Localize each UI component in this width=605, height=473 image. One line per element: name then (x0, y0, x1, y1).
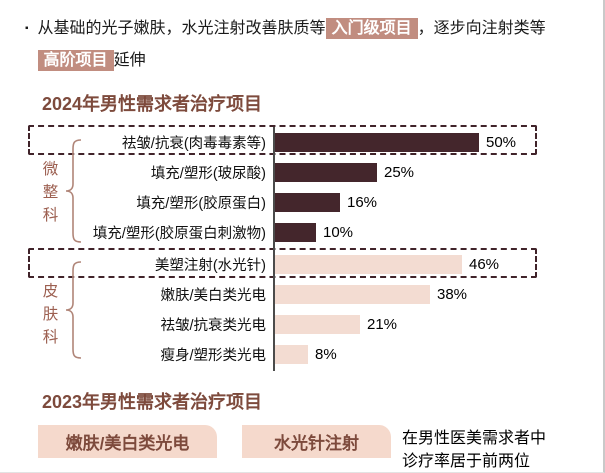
intro-line1-pre: 从基础的光子嫩肤，水光注射改善肤质等 (37, 20, 326, 37)
intro-highlight-advanced: 高阶项目 (37, 50, 114, 71)
group-label-micro-plastic: 微整科 (42, 161, 59, 224)
annotation-line1: 在男性医美需求者中 (402, 430, 547, 447)
chart-2024-title: 2024年男性需求者治疗项目 (42, 94, 263, 114)
intro-highlight-entry-level: 入门级项目 (325, 18, 418, 39)
annotation-line2: 诊疗率居于前两位 (402, 453, 531, 470)
chart-row: 美塑注射(水光针) 46% (25, 249, 575, 279)
group-brace-icon (65, 139, 82, 243)
group-brace-icon (65, 261, 82, 359)
group-label-dermatology: 皮肤科 (42, 283, 59, 346)
category-label: 填充/塑形(胶原蛋白刺激物) (92, 225, 266, 242)
chart-row: 填充/塑形(胶原蛋白刺激物) 10% (25, 217, 575, 247)
category-label: 祛皱/抗衰类光电 (160, 317, 266, 334)
value-label: 38% (437, 285, 468, 303)
chart-2023-title: 2023年男性需求者治疗项目 (42, 392, 263, 412)
category-label: 祛皱/抗衰(肉毒毒素等) (121, 135, 266, 152)
value-label: 25% (384, 163, 415, 181)
bar-area: 38% (273, 279, 575, 309)
category-label: 美塑注射(水光针) (154, 257, 266, 274)
bullet-icon: ▪ (25, 23, 29, 34)
category-label: 嫩肤/美白类光电 (160, 287, 266, 304)
tag-skin-whitening-photoelectric: 嫩肤/美白类光电 (38, 425, 217, 458)
chart-row: 填充/塑形(玻尿酸) 25% (25, 157, 575, 187)
bar-chart: 微整科 皮肤科 祛皱/抗衰(肉毒毒素等) 50% 填充/塑形(玻尿酸) 25% 填充/塑… (25, 125, 575, 374)
value-label: 21% (367, 315, 398, 333)
intro-line1-post: ，逐步向注射类等 (417, 20, 546, 37)
bar (275, 192, 340, 212)
bar-area: 50% (273, 127, 575, 157)
bar-area: 25% (273, 157, 575, 187)
value-label: 50% (486, 133, 517, 151)
tag-hydro-injection: 水光针注射 (242, 425, 391, 458)
category-label: 填充/塑形(胶原蛋白) (136, 195, 266, 212)
value-label: 16% (347, 193, 378, 211)
bar (275, 284, 430, 304)
bar (275, 314, 360, 334)
value-label: 10% (323, 223, 354, 241)
chart-row: 嫩肤/美白类光电 38% (25, 279, 575, 309)
bar (275, 344, 308, 364)
bar (275, 222, 316, 242)
bar-area: 10% (273, 217, 575, 247)
bar (275, 162, 377, 182)
bar-area: 21% (273, 309, 575, 339)
section-2023-content: 嫩肤/美白类光电 水光针注射 在男性医美需求者中 诊疗率居于前两位 (38, 425, 546, 473)
bar (275, 254, 462, 274)
chart-row: 瘦身/塑形类光电 8% (25, 339, 575, 369)
chart-rows: 祛皱/抗衰(肉毒毒素等) 50% 填充/塑形(玻尿酸) 25% 填充/塑形(胶原蛋白) 1… (25, 127, 575, 369)
category-label: 瘦身/塑形类光电 (160, 347, 266, 364)
value-label: 8% (315, 345, 337, 363)
intro-bullet-block: ▪ 从基础的光子嫩肤，水光注射改善肤质等 入门级项目 ，逐步向注射类等 高阶项目 延伸 (25, 13, 580, 77)
value-label: 46% (469, 255, 500, 273)
category-label: 填充/塑形(玻尿酸) (150, 165, 266, 182)
bar (275, 132, 479, 152)
intro-text: 从基础的光子嫩肤，水光注射改善肤质等 入门级项目 ，逐步向注射类等 高阶项目 延伸 (37, 13, 546, 77)
intro-line2-post: 延伸 (113, 52, 146, 69)
chart-row: 祛皱/抗衰类光电 21% (25, 309, 575, 339)
chart-row: 填充/塑形(胶原蛋白) 16% (25, 187, 575, 217)
annotation-note: 在男性医美需求者中 诊疗率居于前两位 (402, 425, 546, 473)
chart-row: 祛皱/抗衰(肉毒毒素等) 50% (25, 127, 575, 157)
bar-area: 16% (273, 187, 575, 217)
chart-axis (273, 127, 275, 371)
bar-area: 46% (273, 249, 575, 279)
bar-area: 8% (273, 339, 575, 369)
